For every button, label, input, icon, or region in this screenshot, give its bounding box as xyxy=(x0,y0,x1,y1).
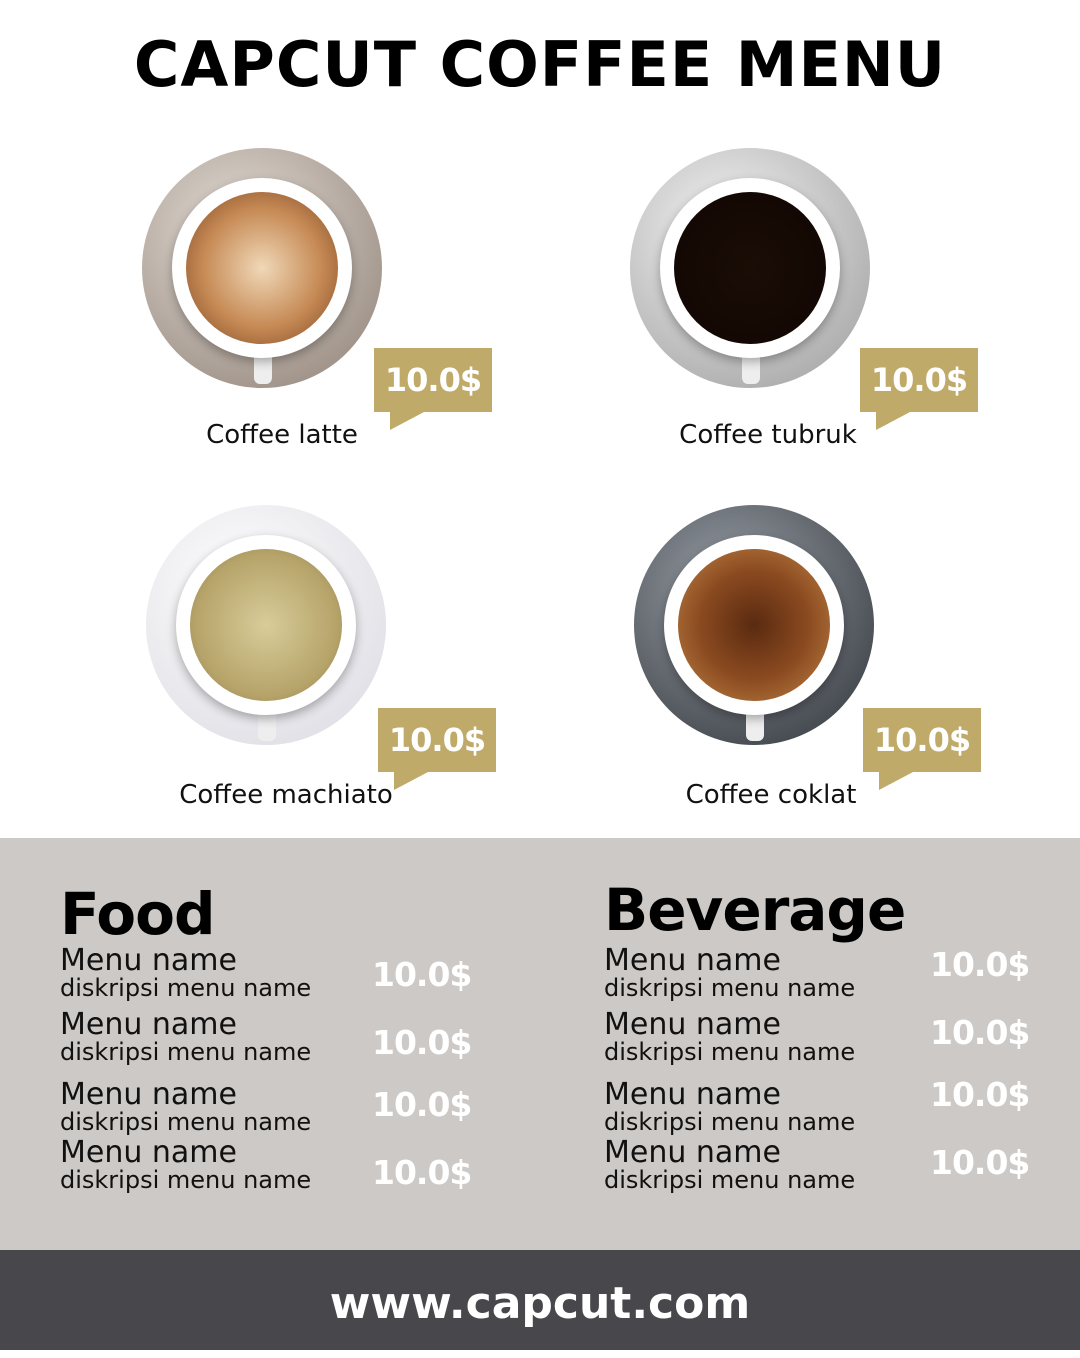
food-item-name: Menu name xyxy=(60,1077,237,1112)
price-tag: 10.0$ xyxy=(863,708,981,790)
coffee-tubruk-image xyxy=(630,148,870,388)
beverage-item-name: Menu name xyxy=(604,1135,781,1170)
beverage-item-price: 10.0$ xyxy=(930,1013,1030,1052)
beverage-item-desc: diskripsi menu name xyxy=(604,974,856,1002)
food-item-price: 10.0$ xyxy=(372,1085,472,1124)
coffee-latte-image xyxy=(142,148,382,388)
beverage-item-desc: diskripsi menu name xyxy=(604,1166,856,1194)
beverage-item-price: 10.0$ xyxy=(930,1143,1030,1182)
food-item-desc: diskripsi menu name xyxy=(60,974,312,1002)
menu-lists-section xyxy=(0,838,1080,1250)
price-tag: 10.0$ xyxy=(374,348,492,430)
beverage-item-price: 10.0$ xyxy=(930,1075,1030,1114)
food-item-price: 10.0$ xyxy=(372,1153,472,1192)
coffee-name: Coffee coklat xyxy=(685,780,857,810)
footer-url: www.capcut.com xyxy=(0,1250,1080,1350)
beverage-item-name: Menu name xyxy=(604,1007,781,1042)
coffee-machiato-image xyxy=(146,505,386,745)
page-title: CAPCUT COFFEE MENU xyxy=(133,28,947,101)
beverage-item-desc: diskripsi menu name xyxy=(604,1038,856,1066)
food-title: Food xyxy=(60,880,215,948)
food-item-name: Menu name xyxy=(60,943,237,978)
food-item-desc: diskripsi menu name xyxy=(60,1108,312,1136)
beverage-item-name: Menu name xyxy=(604,1077,781,1112)
coffee-name: Coffee machiato xyxy=(179,780,393,810)
price-tag: 10.0$ xyxy=(378,708,496,790)
beverage-item-desc: diskripsi menu name xyxy=(604,1108,856,1136)
food-item-name: Menu name xyxy=(60,1007,237,1042)
price-tag: 10.0$ xyxy=(860,348,978,430)
food-item-desc: diskripsi menu name xyxy=(60,1166,312,1194)
food-item-desc: diskripsi menu name xyxy=(60,1038,312,1066)
coffee-name: Coffee tubruk xyxy=(679,420,857,450)
beverage-item-price: 10.0$ xyxy=(930,945,1030,984)
beverage-title: Beverage xyxy=(604,876,906,944)
beverage-item-name: Menu name xyxy=(604,943,781,978)
food-item-price: 10.0$ xyxy=(372,955,472,994)
food-item-name: Menu name xyxy=(60,1135,237,1170)
food-item-price: 10.0$ xyxy=(372,1023,472,1062)
coffee-coklat-image xyxy=(634,505,874,745)
coffee-name: Coffee latte xyxy=(206,420,358,450)
